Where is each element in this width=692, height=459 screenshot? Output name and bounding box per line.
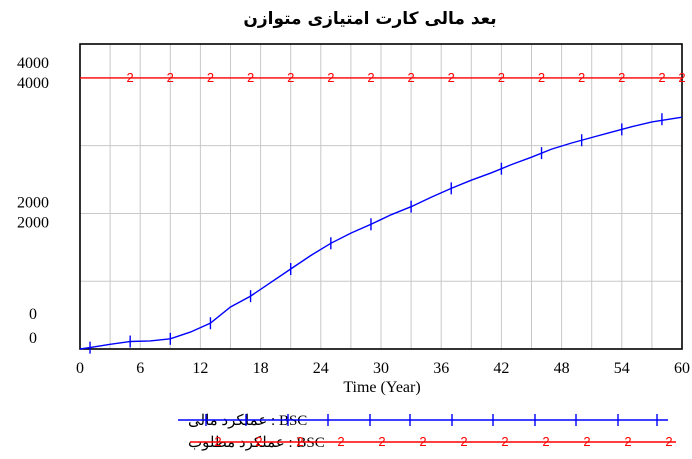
series-2-marker: 2 (287, 70, 294, 85)
series-2-marker: 2 (578, 70, 585, 85)
series-2-marker: 2 (327, 70, 334, 85)
series-2-marker: 2 (538, 70, 545, 85)
x-tick-label: 0 (76, 360, 84, 377)
legend-marker-2: 2 (624, 434, 631, 449)
series-2-marker: 2 (127, 70, 134, 85)
series-2-marker: 2 (207, 70, 214, 85)
x-tick-label: 54 (614, 360, 630, 377)
x-tick-label: 48 (554, 360, 570, 377)
series-2-marker: 2 (618, 70, 625, 85)
grid (80, 44, 682, 349)
series-2-marker: 2 (678, 70, 685, 85)
legend-marker-2: 2 (378, 434, 385, 449)
y-tick-label: 0 (29, 330, 37, 347)
legend-marker-2: 2 (255, 434, 262, 449)
series-2-marker: 2 (167, 70, 174, 85)
legend-marker-2: 2 (501, 434, 508, 449)
x-tick-label: 18 (253, 360, 269, 377)
y-tick-label: 2000 (17, 214, 49, 231)
legend-marker-2: 2 (214, 434, 221, 449)
x-axis: 0 6 12 18 24 30 36 42 48 54 60 (76, 360, 690, 377)
x-axis-label: Time (Year) (343, 379, 420, 396)
x-tick-label: 24 (313, 360, 329, 377)
x-tick-label: 30 (373, 360, 389, 377)
legend-marker-2: 2 (665, 434, 672, 449)
series-2-marker: 2 (367, 70, 374, 85)
y-axis: 4000 4000 2000 2000 0 0 (17, 55, 49, 347)
legend-label-2: BSC : عملکرد مطلوب (188, 435, 325, 451)
x-tick-label: 60 (674, 360, 690, 377)
series-2-marker: 2 (407, 70, 414, 85)
legend-marker-2: 2 (337, 434, 344, 449)
x-tick-label: 36 (433, 360, 449, 377)
legend-marker-2: 2 (419, 434, 426, 449)
series-2-marker: 2 (658, 70, 665, 85)
chart-title: بعد مالی کارت امتیازی متوازن (243, 9, 496, 29)
legend-marker-2: 2 (583, 434, 590, 449)
y-tick-label: 4000 (17, 55, 49, 72)
x-tick-label: 12 (192, 360, 208, 377)
legend-marker-2: 2 (542, 434, 549, 449)
series-2-marker: 2 (448, 70, 455, 85)
y-tick-label: 2000 (17, 194, 49, 211)
legend-label-1: BSC : عملکرد مالی (188, 413, 307, 429)
y-tick-label: 4000 (17, 75, 49, 92)
x-tick-label: 42 (493, 360, 509, 377)
y-tick-label: 0 (29, 306, 37, 323)
x-tick-label: 6 (136, 360, 144, 377)
plot-frame (79, 43, 683, 350)
series-2-marker: 2 (498, 70, 505, 85)
legend-marker-2: 2 (460, 434, 467, 449)
legend-marker-2: 2 (296, 434, 303, 449)
series-2-marker: 2 (247, 70, 254, 85)
